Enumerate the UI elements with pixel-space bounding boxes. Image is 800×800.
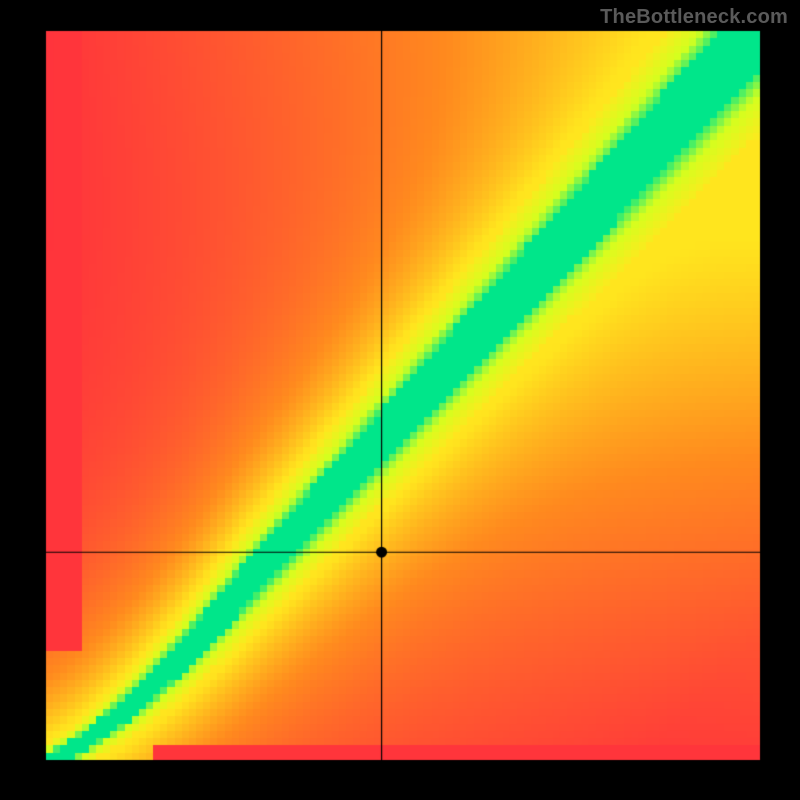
watermark-text: TheBottleneck.com: [600, 6, 788, 29]
chart-container: TheBottleneck.com: [0, 0, 800, 800]
heatmap-plot: [0, 0, 800, 800]
